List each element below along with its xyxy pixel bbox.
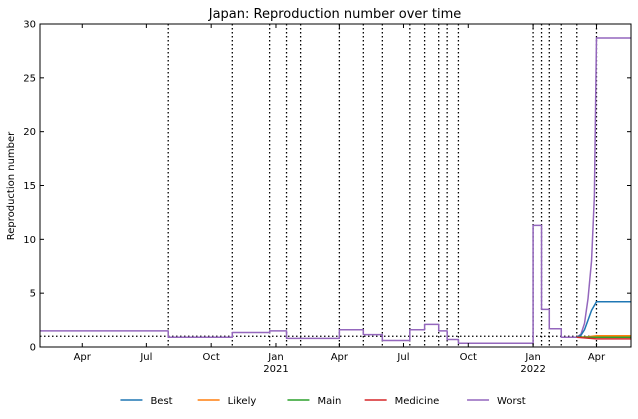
y-axis-label: Reproduction number — [6, 131, 17, 240]
x-tick-label: Apr — [74, 352, 92, 363]
x-tick-year-label: 2022 — [520, 364, 545, 375]
y-tick-label: 15 — [23, 181, 36, 192]
legend-label-best: Best — [150, 396, 172, 407]
y-tick-label: 30 — [23, 20, 36, 31]
x-tick-label: Jan — [524, 352, 540, 363]
y-tick-label: 20 — [23, 127, 36, 138]
y-tick-label: 10 — [23, 235, 36, 246]
x-tick-label: Apr — [588, 352, 606, 363]
x-tick-label: Oct — [203, 352, 220, 363]
legend-label-main: Main — [317, 396, 341, 407]
y-tick-label: 5 — [30, 289, 36, 300]
x-tick-label: Jul — [139, 352, 152, 363]
x-tick-label: Apr — [331, 352, 349, 363]
x-tick-year-label: 2021 — [263, 364, 288, 375]
series-line-medicine — [576, 336, 631, 340]
chart-title: Japan: Reproduction number over time — [208, 7, 462, 22]
y-tick-label: 0 — [30, 343, 36, 354]
legend-label-medicine: Medicine — [395, 396, 440, 407]
series-line-worst — [40, 37, 631, 344]
x-tick-label: Jan — [267, 352, 283, 363]
x-tick-label: Oct — [460, 352, 477, 363]
legend: Best Likely Main Medicine Worst — [120, 396, 526, 407]
axes-frame — [39, 23, 632, 348]
legend-label-likely: Likely — [228, 396, 257, 407]
y-tick-label: 25 — [23, 73, 36, 84]
legend-label-worst: Worst — [497, 396, 526, 407]
series-line-best — [576, 301, 631, 338]
x-tick-label: Jul — [396, 352, 409, 363]
